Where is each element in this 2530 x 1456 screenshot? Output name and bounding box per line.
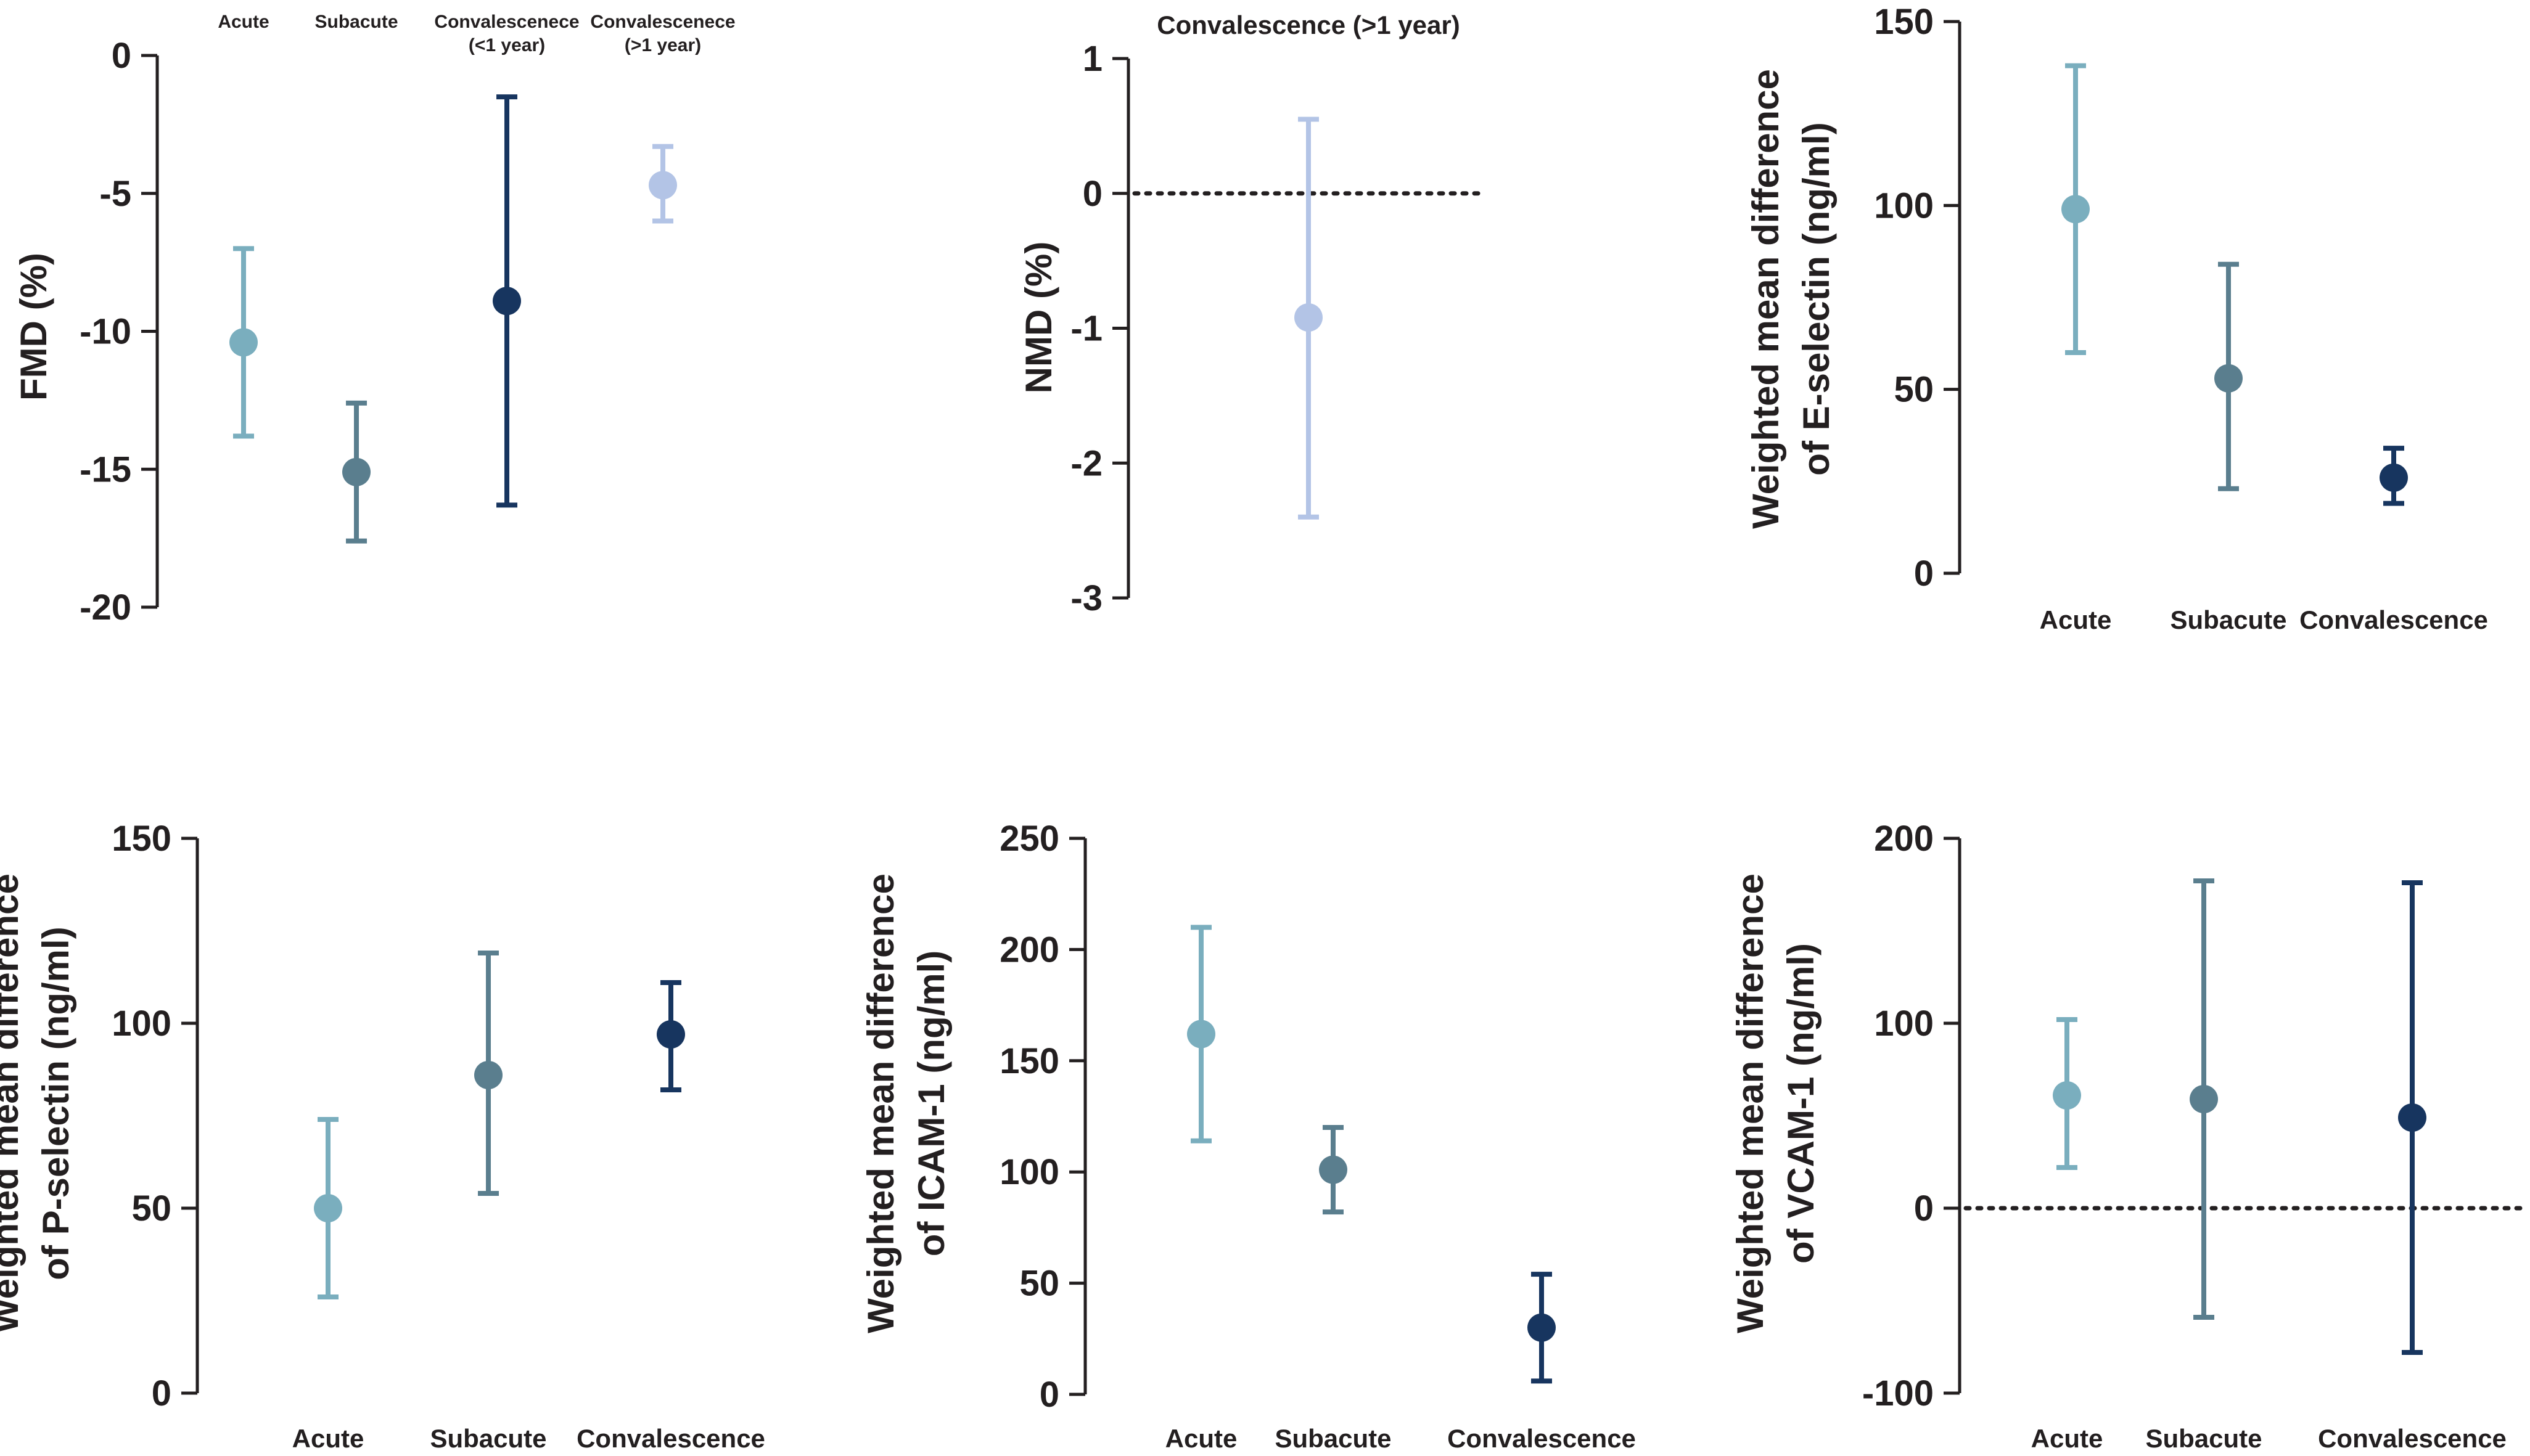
panel-vcam-1: 200 100 0 -100 Weighted mean difference of VC… (1730, 819, 2524, 1453)
y-tick-label: 100 (1874, 1004, 1934, 1044)
category-label: Convalescence (2299, 605, 2488, 634)
y-tick-label: -20 (80, 587, 131, 628)
category-label: Convalescenece (590, 12, 735, 32)
category-label: Subacute (430, 1424, 546, 1453)
y-axis-label: of E-selectin (ng/ml) (1796, 122, 1837, 475)
mean-point (1294, 303, 1323, 332)
y-tick-label: 150 (1874, 2, 1934, 42)
y-axis-label: Weighted mean difference (1730, 873, 1771, 1333)
y-axis-label: Weighted mean difference (1745, 69, 1786, 529)
category-label: Subacute (2170, 605, 2286, 634)
y-axis-label: NMD (%) (1018, 242, 1059, 394)
category-label: Subacute (1275, 1424, 1391, 1453)
y-axis-label: FMD (%) (13, 253, 54, 401)
y-tick-label: 200 (1000, 930, 1059, 970)
y-axis-label: of VCAM-1 (ng/ml) (1780, 943, 1822, 1264)
y-axis-label: of ICAM-1 (ng/ml) (911, 951, 952, 1257)
y-tick-label: 0 (1914, 554, 1934, 594)
category-label: (>1 year) (625, 35, 701, 55)
mean-point (2380, 463, 2408, 492)
y-tick-label: -1 (1070, 309, 1103, 349)
mean-point (2190, 1085, 2218, 1113)
y-tick-label: 150 (1000, 1041, 1059, 1081)
category-label: Convalescenece (434, 12, 579, 32)
category-label: Convalescence (2318, 1424, 2507, 1453)
mean-point (2053, 1081, 2081, 1110)
y-tick-label: 200 (1874, 819, 1934, 859)
category-label: (<1 year) (469, 35, 545, 55)
y-tick-label: 100 (1000, 1152, 1059, 1192)
mean-point (2214, 364, 2243, 393)
category-label: Convalescence (577, 1424, 765, 1453)
y-axis-label: Weighted mean difference (0, 873, 26, 1333)
y-tick-label: -3 (1070, 578, 1103, 618)
category-label: Acute (1165, 1424, 1238, 1453)
mean-point (649, 171, 677, 200)
y-tick-label: 100 (1874, 186, 1934, 226)
y-tick-label: -15 (80, 449, 131, 489)
category-label: Acute (292, 1424, 364, 1453)
y-tick-label: 50 (131, 1188, 171, 1229)
mean-point (474, 1061, 503, 1089)
mean-point (493, 287, 521, 316)
panel-fmd: 0 -5 -10 -15 -20 FMD (%) Acute Subacute Convales… (13, 12, 736, 628)
y-tick-label: 0 (1914, 1188, 1934, 1229)
y-tick-label: 50 (1894, 370, 1934, 410)
category-label: Acute (2031, 1424, 2103, 1453)
y-tick-label: -2 (1070, 443, 1103, 483)
category-label: Acute (2040, 605, 2112, 634)
mean-point (342, 457, 371, 486)
y-tick-label: -100 (1862, 1373, 1934, 1413)
y-axis-label: of P-selectin (ng/ml) (35, 926, 76, 1280)
mean-point (1527, 1313, 1556, 1342)
category-label: Convalescence (>1 year) (1157, 10, 1460, 39)
mean-point (1319, 1155, 1347, 1184)
panel-e-selectin: 150 100 50 0 Weighted mean difference of E-se… (1745, 2, 2488, 634)
mean-point (2061, 195, 2090, 224)
y-tick-label: 0 (152, 1373, 171, 1413)
category-label: Convalescence (1447, 1424, 1636, 1453)
y-tick-label: 50 (1019, 1264, 1059, 1304)
y-tick-label: 0 (1040, 1375, 1059, 1415)
panel-p-selectin: 150 100 50 0 Weighted mean difference of P-se… (0, 819, 765, 1453)
category-label: Subacute (314, 12, 398, 32)
panel-icam-1: 250 200 150 100 50 0 Weighted mean difference o… (860, 819, 1636, 1453)
y-tick-label: -5 (99, 174, 131, 214)
mean-point (314, 1194, 342, 1222)
y-axis-label: Weighted mean difference (860, 873, 902, 1333)
category-label: Subacute (2145, 1424, 2262, 1453)
panel-nmd: 1 0 -1 -2 -3 NMD (%) Convalescence (>1 year) (1018, 10, 1489, 618)
y-tick-label: 1 (1083, 39, 1103, 79)
y-tick-label: 0 (112, 36, 131, 76)
mean-point (229, 328, 258, 357)
y-tick-label: -10 (80, 312, 131, 352)
y-tick-label: 250 (1000, 819, 1059, 859)
y-tick-label: 100 (112, 1004, 171, 1044)
mean-point (1187, 1020, 1215, 1049)
category-label: Acute (218, 12, 269, 32)
y-tick-label: 0 (1083, 174, 1103, 214)
mean-point (2398, 1103, 2426, 1132)
y-tick-label: 150 (112, 819, 171, 859)
mean-point (657, 1020, 685, 1049)
